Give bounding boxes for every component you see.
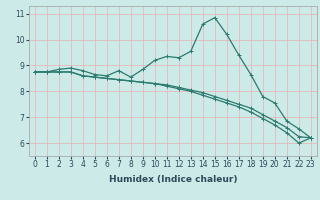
X-axis label: Humidex (Indice chaleur): Humidex (Indice chaleur) bbox=[108, 175, 237, 184]
